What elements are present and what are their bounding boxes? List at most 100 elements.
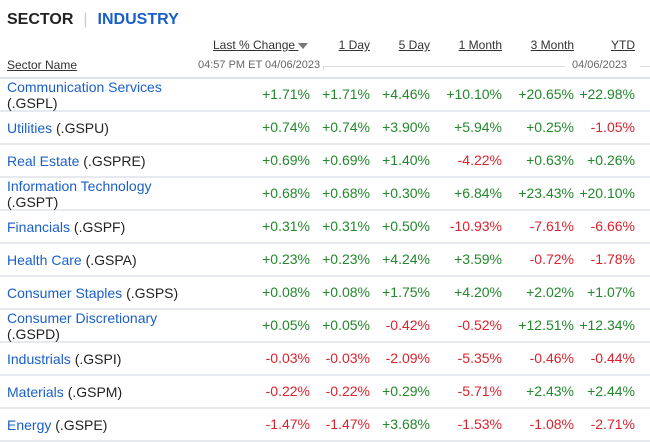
5-day-value: +1.75%	[382, 284, 430, 300]
sector-name-cell: Consumer Discretionary (.GSPD)	[7, 309, 158, 342]
1-month-value: -4.22%	[457, 152, 502, 168]
5-day-value: +4.46%	[382, 86, 430, 102]
3-month-value: +12.51%	[518, 317, 574, 333]
table-row: Consumer Staples (.GSPS) +0.08% +0.08% +1.7…	[0, 277, 650, 310]
sector-link[interactable]: Consumer Discretionary	[7, 309, 158, 326]
header-3-month[interactable]: 3 Month	[530, 38, 574, 52]
1-month-value: +5.94%	[454, 119, 502, 135]
last-change-value: +0.74%	[262, 119, 310, 135]
3-month-value: +2.02%	[526, 284, 574, 300]
1-day-value: +0.08%	[322, 284, 370, 300]
header-1-month[interactable]: 1 Month	[458, 38, 502, 52]
1-month-value: -5.35%	[457, 350, 502, 366]
sector-name-cell: Health Care (.GSPA)	[7, 244, 137, 275]
sector-link[interactable]: Materials	[7, 383, 64, 400]
ytd-value: +0.26%	[587, 152, 635, 168]
1-day-value: +0.68%	[322, 185, 370, 201]
ytd-value: +22.98%	[579, 86, 635, 102]
sector-link[interactable]: Real Estate	[7, 152, 80, 169]
1-month-value: -0.52%	[457, 317, 502, 333]
sector-ticker: (.GSPU)	[56, 119, 109, 136]
1-day-value: +0.05%	[322, 317, 370, 333]
sector-link[interactable]: Utilities	[7, 119, 53, 136]
1-month-value: +3.59%	[454, 251, 502, 267]
tab-sector[interactable]: SECTOR	[7, 11, 74, 28]
1-day-value: -1.47%	[325, 416, 370, 432]
view-tabs: SECTOR | INDUSTRY	[7, 11, 179, 29]
table-row: Energy (.GSPE) -1.47% -1.47% +3.68% -1.53% -1…	[0, 409, 650, 442]
1-month-value: +10.10%	[446, 86, 502, 102]
sector-link[interactable]: Industrials	[7, 350, 71, 367]
1-month-value: -5.71%	[457, 383, 502, 399]
sector-ticker: (.GSPS)	[126, 284, 179, 301]
date-range-rule	[323, 66, 565, 71]
last-change-value: +0.05%	[262, 317, 310, 333]
table-row: Real Estate (.GSPRE) +0.69% +0.69% +1.40% -4…	[0, 145, 650, 178]
5-day-value: -2.09%	[385, 350, 430, 366]
tab-industry[interactable]: INDUSTRY	[97, 11, 179, 28]
5-day-value: +0.50%	[382, 218, 430, 234]
table-row: Consumer Discretionary (.GSPD) +0.05% +0.05…	[0, 310, 650, 343]
ytd-value: +12.34%	[579, 317, 635, 333]
sector-link[interactable]: Information Technology	[7, 177, 152, 194]
3-month-value: -0.46%	[529, 350, 574, 366]
header-5-day[interactable]: 5 Day	[398, 38, 430, 52]
1-day-value: -0.22%	[325, 383, 370, 399]
3-month-value: +2.43%	[526, 383, 574, 399]
3-month-value: -7.61%	[529, 218, 574, 234]
5-day-value: +3.90%	[382, 119, 430, 135]
ytd-value: -0.44%	[590, 350, 635, 366]
sector-name-cell: Utilities (.GSPU)	[7, 112, 109, 143]
sector-ticker: (.GSPM)	[67, 383, 123, 400]
3-month-value: +0.63%	[526, 152, 574, 168]
header-sector-name[interactable]: Sector Name	[7, 58, 78, 72]
sector-name-cell: Financials (.GSPF)	[7, 211, 125, 242]
sector-link[interactable]: Financials	[7, 218, 71, 235]
3-month-value: -0.72%	[529, 251, 574, 267]
sector-ticker: (.GSPE)	[55, 416, 108, 433]
header-last-change[interactable]: Last % Change	[213, 38, 313, 52]
sector-ticker: (.GSPRE)	[83, 152, 146, 169]
last-change-value: +0.23%	[262, 251, 310, 267]
range-date: 04/06/2023	[572, 59, 628, 71]
ytd-value: +1.07%	[587, 284, 635, 300]
ytd-value: +2.44%	[587, 383, 635, 399]
last-change-value: +0.08%	[262, 284, 310, 300]
1-month-value: -10.93%	[449, 218, 502, 234]
1-day-value: +0.74%	[322, 119, 370, 135]
sort-desc-icon	[298, 42, 309, 49]
3-month-value: +20.65%	[518, 86, 574, 102]
1-month-value: +6.84%	[454, 185, 502, 201]
sector-ticker: (.GSPD)	[7, 325, 60, 342]
table-row: Financials (.GSPF) +0.31% +0.31% +0.50% -10.…	[0, 211, 650, 244]
table-row: Industrials (.GSPI) -0.03% -0.03% -2.09% -5.…	[0, 343, 650, 376]
table-row: Health Care (.GSPA) +0.23% +0.23% +4.24% +3.…	[0, 244, 650, 277]
sector-name-cell: Energy (.GSPE)	[7, 409, 107, 440]
sector-name-cell: Consumer Staples (.GSPS)	[7, 277, 178, 308]
sector-link[interactable]: Consumer Staples	[7, 284, 123, 301]
sector-name-cell: Real Estate (.GSPRE)	[7, 145, 146, 176]
table-row: Materials (.GSPM) -0.22% -0.22% +0.29% -5.71…	[0, 376, 650, 409]
last-change-value: +0.68%	[262, 185, 310, 201]
sector-name-cell: Materials (.GSPM)	[7, 376, 122, 407]
last-change-value: -0.22%	[265, 383, 310, 399]
sector-link[interactable]: Communication Services	[7, 78, 162, 95]
ytd-value: -1.05%	[590, 119, 635, 135]
sector-ticker: (.GSPL)	[7, 94, 58, 111]
1-day-value: +0.23%	[322, 251, 370, 267]
header-ytd[interactable]: YTD	[611, 38, 635, 52]
sector-link[interactable]: Energy	[7, 416, 52, 433]
1-day-value: +0.31%	[322, 218, 370, 234]
sector-name-cell: Communication Services (.GSPL)	[7, 78, 162, 111]
sector-link[interactable]: Health Care	[7, 251, 82, 268]
sector-ticker: (.GSPA)	[85, 251, 137, 268]
5-day-value: +3.68%	[382, 416, 430, 432]
sector-name-cell: Information Technology (.GSPT)	[7, 177, 152, 210]
1-day-value: -0.03%	[325, 350, 370, 366]
last-change-value: +1.71%	[262, 86, 310, 102]
header-1-day[interactable]: 1 Day	[338, 38, 370, 52]
last-change-value: -1.47%	[265, 416, 310, 432]
table-row: Information Technology (.GSPT) +0.68% +0.68…	[0, 178, 650, 211]
3-month-value: +23.43%	[518, 185, 574, 201]
last-change-value: +0.31%	[262, 218, 310, 234]
